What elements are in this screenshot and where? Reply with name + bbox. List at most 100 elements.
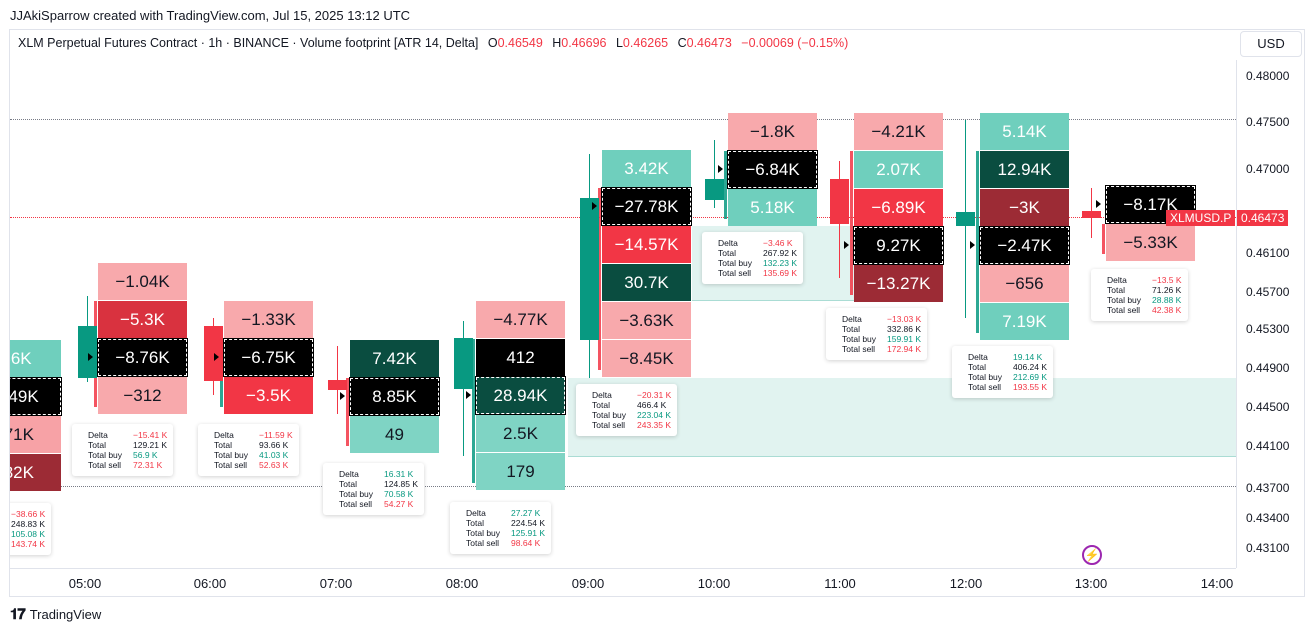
tradingview-brand: TradingView <box>29 607 102 622</box>
bar-stats-box: Delta −3.46 K Total 267.92 K Total buy 132.23… <box>702 232 804 284</box>
legend-close-label: C <box>677 36 687 50</box>
stats-value: 56.9 K <box>133 450 158 460</box>
price-axis[interactable]: 0.48000 0.47500 0.47000 0.46100 0.45700 0.453… <box>1236 60 1305 568</box>
stats-label: Total sell <box>718 268 752 278</box>
price-tick: 0.47500 <box>1246 115 1290 129</box>
time-axis[interactable]: 05:00 06:00 07:00 08:00 09:00 10:00 11:00 12:00… <box>10 568 1236 597</box>
stats-value: 466.4 K <box>637 400 667 410</box>
stats-row-delta: Delta 16.31 K <box>339 469 418 479</box>
volume-strip <box>976 151 979 333</box>
stats-label: Total sell <box>88 460 122 470</box>
footprint-cell: .71K <box>10 416 61 453</box>
currency-button[interactable]: USD <box>1240 31 1302 57</box>
legend-low: 0.46265 <box>622 36 669 50</box>
stats-value: 223.04 K <box>637 410 672 420</box>
footprint-chart[interactable]: 36K0.49K.71K.82KDelta−38.66 KTotal248.83… <box>10 60 1236 568</box>
stats-value: 42.38 K <box>1152 305 1182 315</box>
stats-label: Total buy <box>842 334 877 344</box>
stats-row-buy: Total buy 132.23 K <box>718 258 797 268</box>
stats-value: −13.03 K <box>887 314 922 324</box>
footprint-cell: −4.21K <box>854 113 943 150</box>
candle-body <box>830 179 849 224</box>
volume-strip <box>850 151 853 295</box>
footprint-cell: −6.84K <box>727 150 818 189</box>
stats-label: Total buy <box>214 450 249 460</box>
stats-value: 243.35 K <box>637 420 672 430</box>
footprint-cell: 12.94K <box>980 151 1069 188</box>
stats-row-delta: Delta −3.46 K <box>718 238 797 248</box>
creator-line: JJAkiSparrow created with TradingView.co… <box>10 8 411 23</box>
volume-strip <box>598 188 601 370</box>
price-tick: 0.44500 <box>1246 400 1290 414</box>
stats-row-buy: Total buy 223.04 K <box>592 410 671 420</box>
poc-marker <box>844 241 849 249</box>
stats-row-total: Total248.83 K <box>10 519 45 529</box>
footprint-cell: 3.42K <box>602 150 691 187</box>
tradingview-mark-icon: 𝟏𝟕 <box>10 606 26 623</box>
candle-body <box>580 198 599 340</box>
stats-value: −38.66 K <box>11 509 46 519</box>
stats-row-sell: Total sell 98.64 K <box>466 538 545 548</box>
stats-label: Delta <box>718 238 738 248</box>
price-tick: 0.44900 <box>1246 361 1290 375</box>
stats-value: 193.55 K <box>1013 382 1048 392</box>
bar-stats-box: Delta 27.27 K Total 224.54 K Total buy 125.91… <box>450 502 552 554</box>
stats-label: Total buy <box>592 410 627 420</box>
stats-value: 71.26 K <box>1152 285 1182 295</box>
stats-label: Total buy <box>88 450 123 460</box>
stats-row-sell: Total sell 243.35 K <box>592 420 671 430</box>
lightning-icon[interactable]: ⚡ <box>1082 545 1102 565</box>
poc-marker <box>214 353 219 361</box>
footprint-cell: −5.3K <box>98 301 187 338</box>
legend-high: 0.46696 <box>561 36 607 50</box>
footprint-cell: −3.5K <box>224 377 313 414</box>
footprint-cell: −656 <box>980 265 1069 302</box>
footprint-cell: −5.33K <box>1106 224 1195 261</box>
stats-label: Delta <box>466 508 486 518</box>
stats-label: Delta <box>842 314 862 324</box>
footprint-cell: 30.7K <box>602 264 691 301</box>
symbol-legend[interactable]: XLM Perpetual Futures Contract · 1h · BI… <box>18 36 848 50</box>
footprint-cell: 8.85K <box>349 377 440 416</box>
candle-body <box>1082 211 1101 218</box>
price-tick: 0.48000 <box>1246 69 1290 83</box>
price-tick: 0.45300 <box>1246 322 1290 336</box>
stats-value: −13.5 K <box>1152 275 1182 285</box>
legend-high-label: H <box>552 36 562 50</box>
stats-row-delta: Delta 19.14 K <box>968 352 1047 362</box>
stats-row-sell: Total sell 42.38 K <box>1107 305 1182 315</box>
stats-value: 135.69 K <box>763 268 798 278</box>
volume-strip <box>346 378 349 446</box>
stats-row-total: Total 71.26 K <box>1107 285 1182 295</box>
stats-value: 52.63 K <box>259 460 289 470</box>
footprint-cell: 9.27K <box>853 226 944 265</box>
stats-row-buy: Total buy 70.58 K <box>339 489 418 499</box>
stats-label: Total <box>466 518 484 528</box>
stats-label: Total buy <box>718 258 753 268</box>
legend-title: XLM Perpetual Futures Contract · 1h · BI… <box>18 36 479 50</box>
candle-body <box>204 326 223 381</box>
stats-label: Delta <box>592 390 612 400</box>
tradingview-logo[interactable]: 𝟏𝟕 TradingView <box>10 606 101 623</box>
bar-stats-box: Delta 19.14 K Total 406.24 K Total buy 212.69… <box>952 346 1054 398</box>
footprint-cell: −27.78K <box>601 187 692 226</box>
stats-value: 98.64 K <box>511 538 541 548</box>
stats-value: 93.66 K <box>259 440 289 450</box>
footprint-cell: −1.04K <box>98 263 187 300</box>
stats-value: 41.03 K <box>259 450 289 460</box>
stats-row-sell: Total sell 72.31 K <box>88 460 167 470</box>
footprint-cell: −2.47K <box>979 226 1070 265</box>
bar-stats-box: Delta 16.31 K Total 124.85 K Total buy 70.58 … <box>323 463 425 515</box>
candle-wick <box>714 140 715 208</box>
candle-body <box>454 338 473 389</box>
candle-body <box>705 179 724 200</box>
footprint-cell: −3.63K <box>602 302 691 339</box>
stats-label: Total sell <box>214 460 248 470</box>
footprint-cell: 5.14K <box>980 113 1069 150</box>
stats-row-delta: Delta−38.66 K <box>10 509 45 519</box>
legend-open-label: O <box>487 36 498 50</box>
stats-value: 28.88 K <box>1152 295 1182 305</box>
stats-label: Total <box>592 400 610 410</box>
stats-label: Total sell <box>1107 305 1141 315</box>
stats-value: 212.69 K <box>1013 372 1048 382</box>
